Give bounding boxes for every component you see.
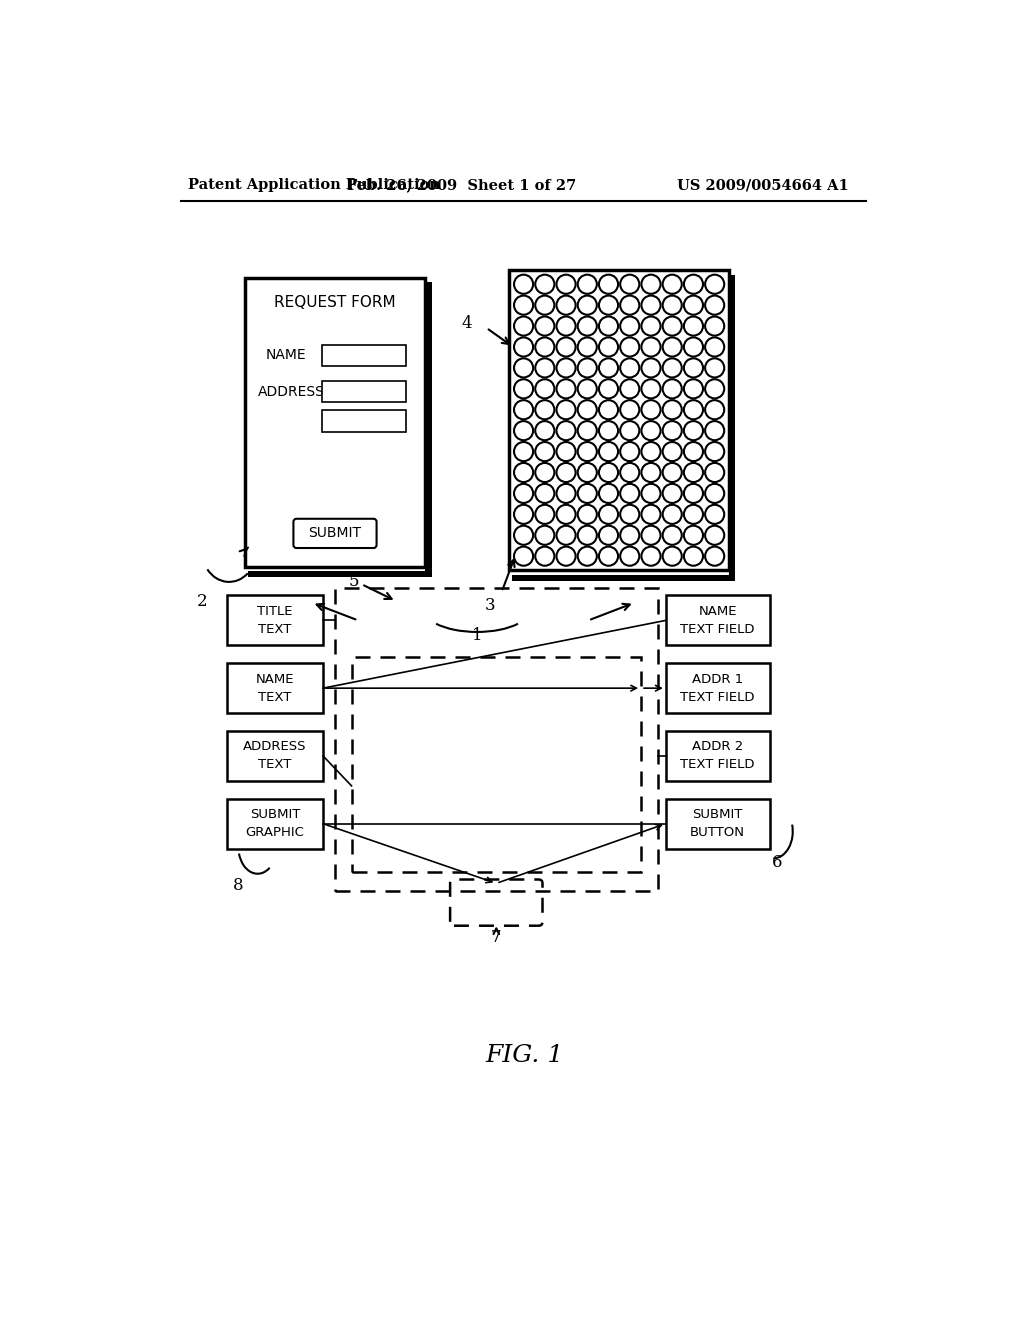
Text: 3: 3: [484, 597, 496, 614]
Text: NAME: NAME: [266, 347, 307, 362]
Bar: [335, 587, 658, 891]
Bar: [248, 572, 432, 577]
Text: ADDRESS
TEXT: ADDRESS TEXT: [243, 741, 306, 771]
Text: 6: 6: [772, 854, 782, 871]
Bar: [322, 381, 407, 403]
Text: 7: 7: [490, 929, 502, 945]
Text: SUBMIT
GRAPHIC: SUBMIT GRAPHIC: [246, 808, 304, 840]
Bar: [226, 731, 323, 781]
Text: 1: 1: [472, 627, 482, 644]
Text: NAME
TEXT: NAME TEXT: [256, 673, 294, 704]
Bar: [351, 657, 641, 871]
Text: REQUEST FORM: REQUEST FORM: [274, 294, 396, 310]
Bar: [512, 576, 735, 581]
Text: 5: 5: [348, 573, 359, 590]
Bar: [226, 595, 323, 645]
Text: ADDR 1
TEXT FIELD: ADDR 1 TEXT FIELD: [680, 673, 755, 704]
Bar: [509, 271, 729, 570]
Bar: [425, 282, 432, 574]
Bar: [666, 595, 770, 645]
Text: 4: 4: [462, 315, 472, 333]
Bar: [666, 663, 770, 713]
FancyBboxPatch shape: [294, 519, 377, 548]
Text: FIG. 1: FIG. 1: [485, 1044, 564, 1067]
Text: SUBMIT: SUBMIT: [308, 527, 361, 540]
Bar: [666, 731, 770, 781]
Bar: [666, 799, 770, 849]
Text: ADDR 2
TEXT FIELD: ADDR 2 TEXT FIELD: [680, 741, 755, 771]
Bar: [322, 345, 407, 367]
Text: 8: 8: [233, 876, 244, 894]
Text: TITLE
TEXT: TITLE TEXT: [257, 605, 293, 636]
Bar: [322, 411, 407, 432]
Text: US 2009/0054664 A1: US 2009/0054664 A1: [677, 178, 849, 193]
Text: 2: 2: [197, 593, 208, 610]
Bar: [729, 275, 735, 578]
Bar: [226, 663, 323, 713]
Text: Patent Application Publication: Patent Application Publication: [188, 178, 440, 193]
Text: Feb. 26, 2009  Sheet 1 of 27: Feb. 26, 2009 Sheet 1 of 27: [347, 178, 577, 193]
Bar: [245, 277, 425, 566]
Bar: [226, 799, 323, 849]
Text: ADDRESS: ADDRESS: [258, 384, 326, 399]
Text: SUBMIT
BUTTON: SUBMIT BUTTON: [690, 808, 745, 840]
Text: NAME
TEXT FIELD: NAME TEXT FIELD: [680, 605, 755, 636]
